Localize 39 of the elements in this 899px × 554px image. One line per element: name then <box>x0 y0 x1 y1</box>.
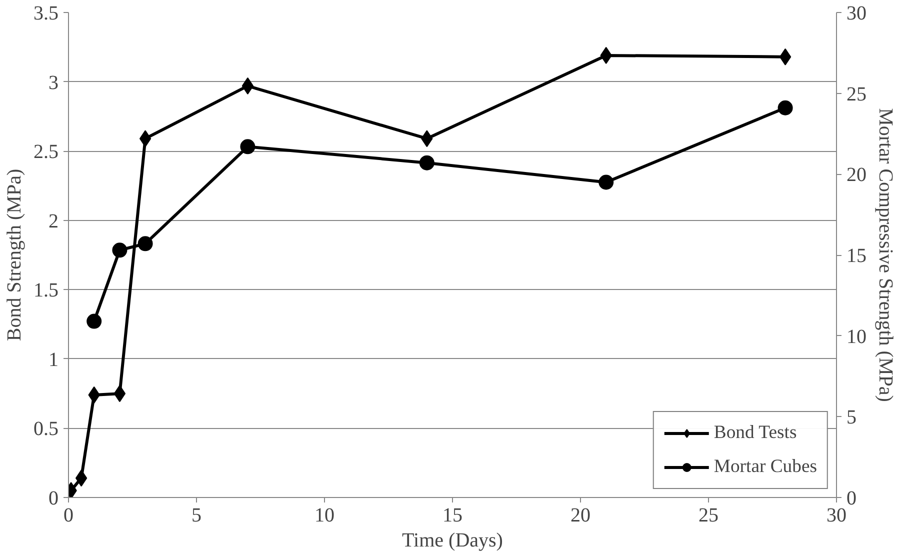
y-tick-label: 0 <box>48 488 58 510</box>
point <box>112 242 128 258</box>
y2-tick-label: 0 <box>846 488 856 510</box>
point <box>75 470 88 487</box>
y2-axis-title: Mortar Compressive Strength (MPa) <box>874 108 896 402</box>
point <box>114 385 126 402</box>
point <box>139 130 152 148</box>
point <box>240 139 256 154</box>
y-tick-label: 1 <box>48 348 58 371</box>
y2-tick-label: 25 <box>846 83 866 106</box>
point <box>778 100 793 116</box>
y-tick-label: 3.5 <box>34 2 58 24</box>
legend-label: Mortar Cubes <box>714 456 817 478</box>
point <box>86 314 102 329</box>
legend-label: Bond Tests <box>714 422 797 444</box>
y-tick-label: 2.5 <box>34 141 58 164</box>
y2-tick-label: 20 <box>846 164 866 186</box>
x-tick-label: 15 <box>442 504 462 526</box>
y-tick-label: 1.5 <box>34 280 58 302</box>
point <box>419 155 434 170</box>
x-tick-label: 20 <box>570 504 590 526</box>
x-tick-label: 25 <box>698 504 718 526</box>
x-tick-label: 5 <box>192 504 202 526</box>
y2-tick-label: 15 <box>846 245 866 267</box>
point <box>138 236 153 252</box>
x-tick-label: 0 <box>64 504 74 526</box>
y-tick-label: 0.5 <box>34 418 58 440</box>
point <box>779 48 792 66</box>
point <box>242 77 254 94</box>
y-tick-label: 3 <box>48 72 58 94</box>
y2-tick-label: 10 <box>846 326 866 348</box>
x-tick-label: 30 <box>826 504 846 526</box>
y2-tick-label: 5 <box>846 406 856 429</box>
y2-tick-label: 30 <box>846 2 866 24</box>
point <box>598 174 614 190</box>
y-tick-label: 2 <box>48 210 58 232</box>
x-axis-title: Time (Days) <box>402 530 503 552</box>
y-axis-title: Bond Strength (MPa) <box>4 168 26 342</box>
x-tick-label: 10 <box>314 504 334 526</box>
